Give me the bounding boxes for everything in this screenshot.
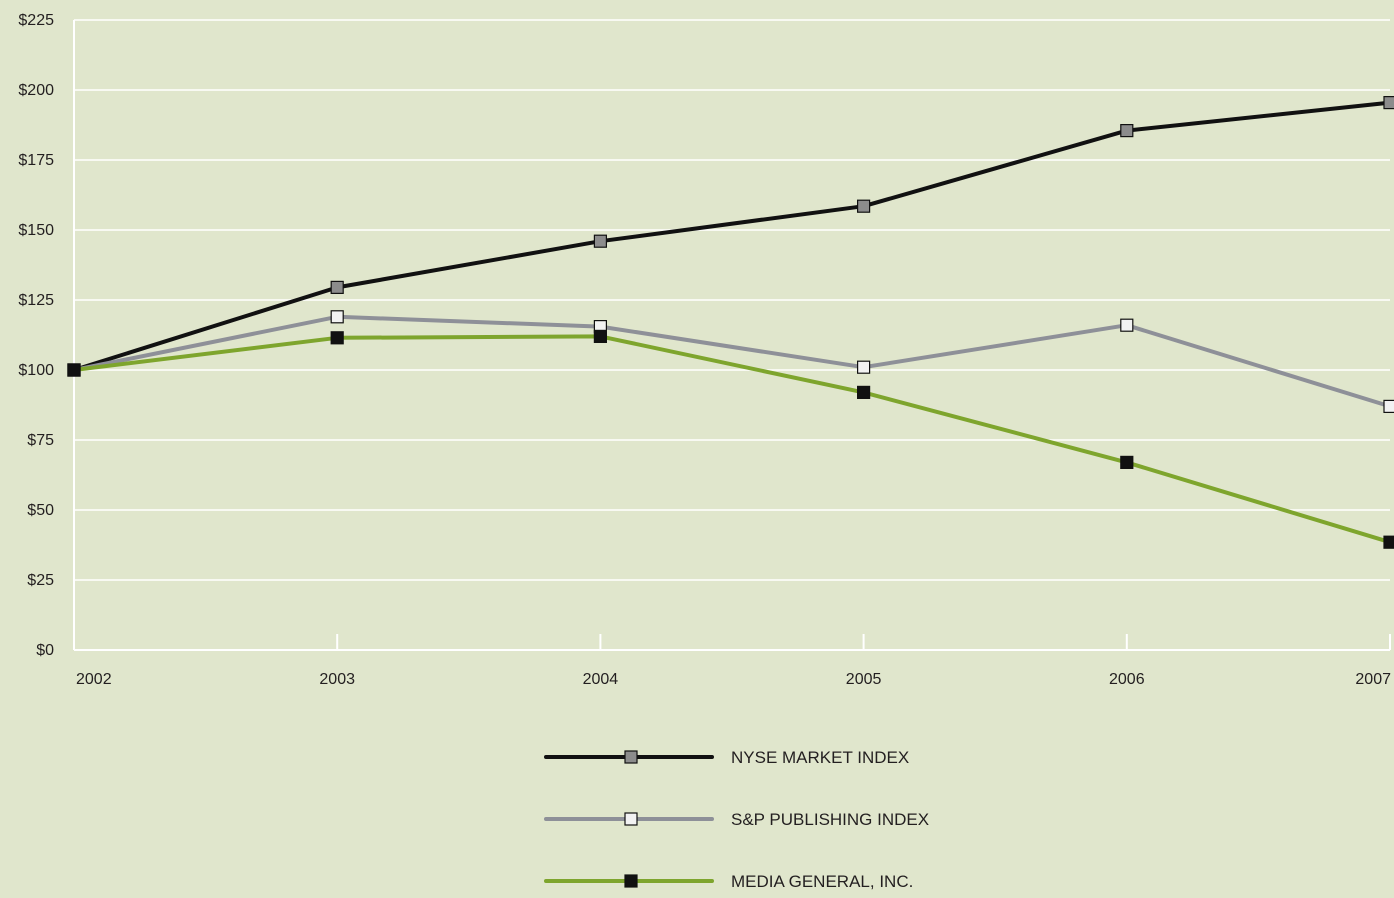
y-tick-label: $225	[18, 12, 54, 29]
data-point-nyse-market-index	[330, 280, 344, 294]
series-line-media-general-inc	[72, 334, 1392, 545]
legend-label: MEDIA GENERAL, INC.	[731, 872, 913, 891]
legend-item-s-p-publishing-index: S&P PUBLISHING INDEX	[544, 810, 929, 829]
axes: $0 $25 $50 $75 $100 $125 $150 $175 $200 $225 2002 2…	[18, 12, 1391, 688]
data-point-nyse-market-index	[1383, 95, 1394, 110]
legend-label: S&P PUBLISHING INDEX	[731, 810, 929, 829]
legend-marker-swatch	[624, 750, 638, 764]
grid	[74, 19, 1390, 581]
series-lines	[72, 100, 1392, 545]
series-line-s-p-publishing-index	[72, 314, 1392, 409]
y-tick-label: $0	[36, 642, 54, 659]
legend-marker-swatch	[624, 812, 638, 826]
legend: NYSE MARKET INDEX S&P PUBLISHING INDEX MED…	[544, 748, 929, 891]
data-point-media-general-inc	[1120, 455, 1134, 469]
x-tick-label: 2002	[76, 671, 112, 688]
data-point-media-general-inc	[330, 331, 344, 345]
data-point-media-general-inc	[593, 329, 608, 343]
y-tick-label: $200	[18, 82, 54, 99]
legend-item-media-general-inc: MEDIA GENERAL, INC.	[544, 872, 913, 891]
x-tick-label: 2006	[1109, 671, 1145, 688]
series-line-nyse-market-index	[72, 100, 1392, 372]
data-point-s-p-publishing-index	[330, 310, 344, 324]
x-tick-label: 2003	[319, 671, 355, 688]
data-point-s-p-publishing-index	[1120, 318, 1134, 332]
data-point-nyse-market-index	[1120, 123, 1134, 138]
data-point-nyse-market-index	[593, 234, 608, 248]
data-point-s-p-publishing-index	[1383, 399, 1394, 413]
legend-marker-swatch	[624, 874, 638, 888]
x-tick-label: 2004	[583, 671, 619, 688]
series-markers	[67, 95, 1394, 549]
data-point-media-general-inc	[1383, 535, 1394, 549]
data-point-nyse-market-index	[856, 199, 871, 213]
x-tick-label: 2007	[1355, 671, 1391, 688]
y-tick-label: $25	[27, 572, 54, 589]
y-tick-label: $50	[27, 502, 54, 519]
data-point-s-p-publishing-index	[856, 360, 871, 374]
y-tick-label: $125	[18, 292, 54, 309]
data-point-media-general-inc	[856, 385, 871, 399]
y-tick-label: $150	[18, 222, 54, 239]
x-tick-label: 2005	[846, 671, 882, 688]
y-tick-label: $75	[27, 432, 54, 449]
data-point-media-general-inc	[67, 363, 81, 377]
y-tick-label: $100	[18, 362, 54, 379]
legend-label: NYSE MARKET INDEX	[731, 748, 909, 767]
y-tick-label: $175	[18, 152, 54, 169]
legend-item-nyse-market-index: NYSE MARKET INDEX	[544, 748, 909, 767]
